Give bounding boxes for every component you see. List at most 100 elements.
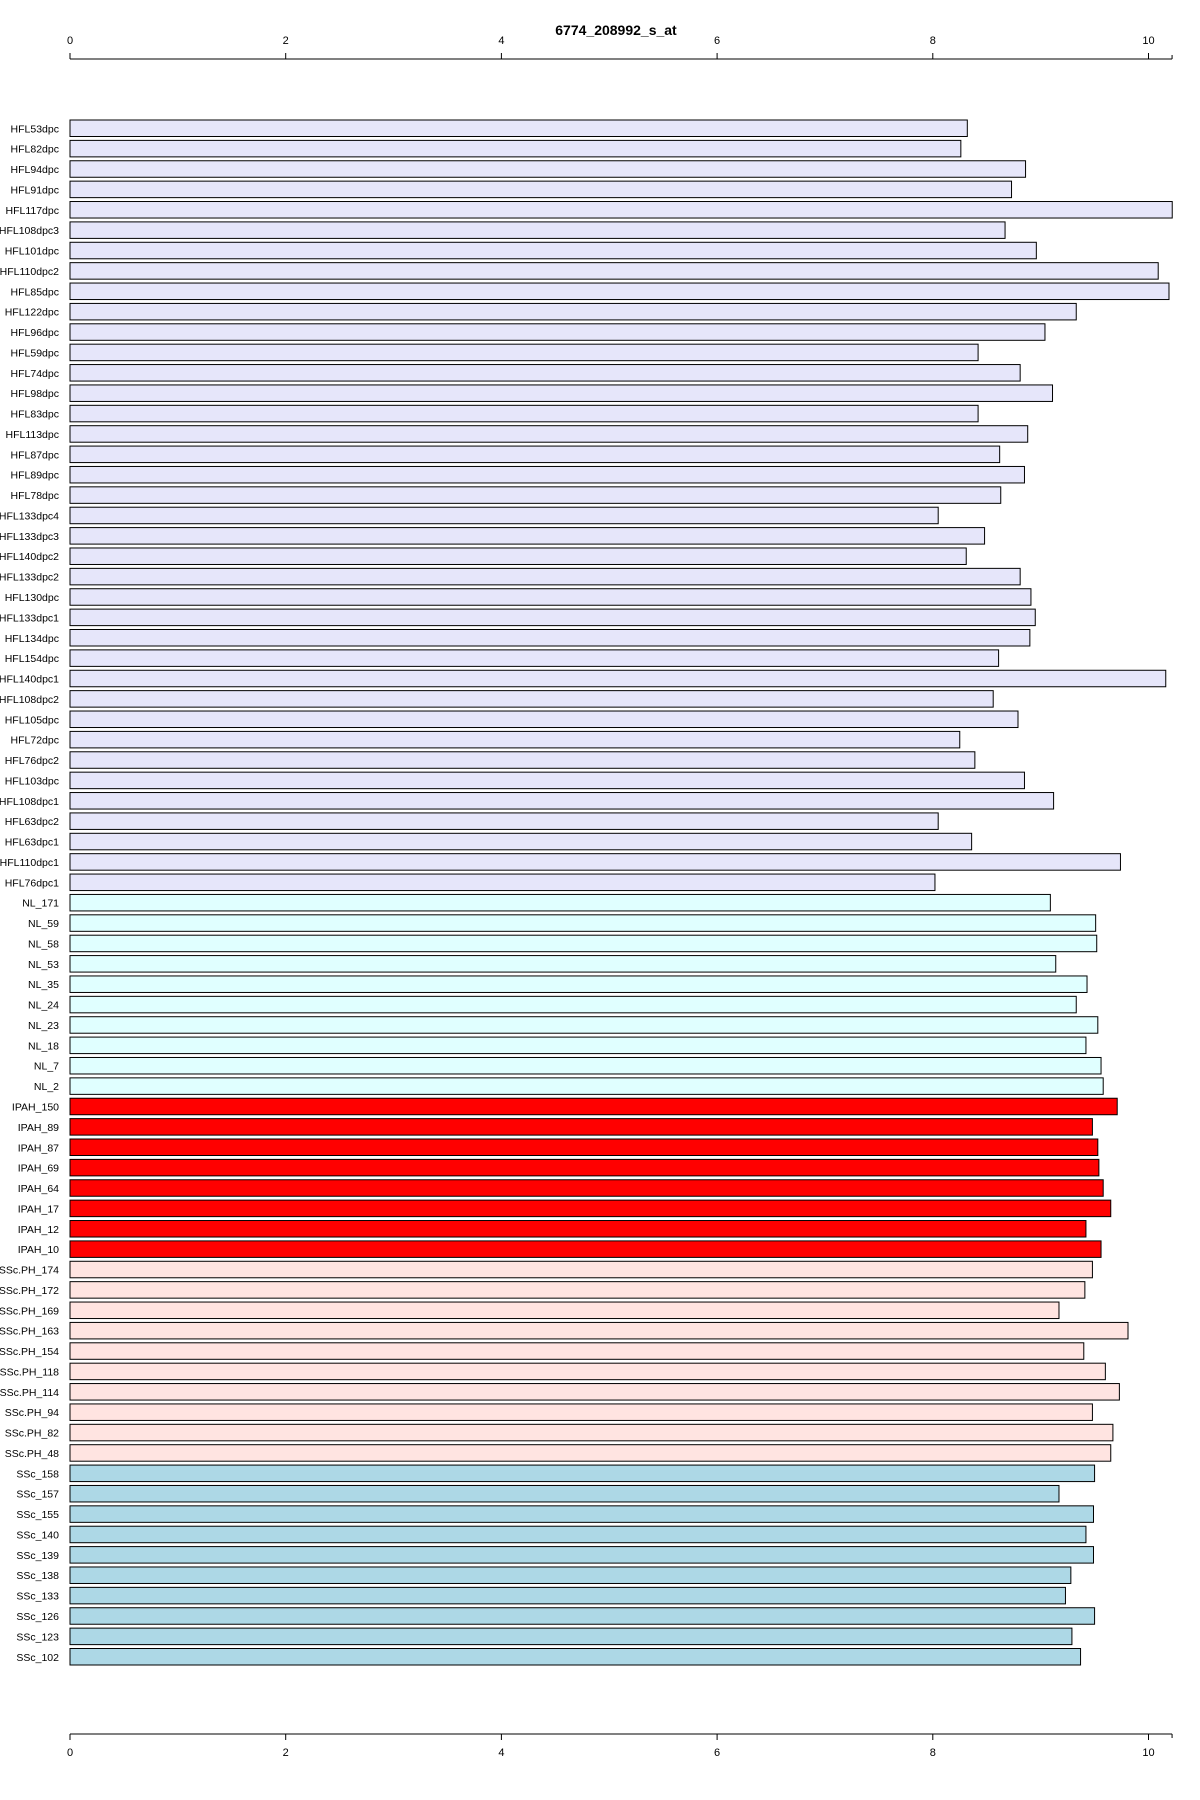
category-label: HFL85dpc xyxy=(11,286,59,298)
bottom-x-axis: 0 2 4 6 8 10 xyxy=(67,1733,1173,1759)
category-label: HFL91dpc xyxy=(11,184,59,196)
category-label: SSc.PH_163 xyxy=(0,1326,59,1338)
bar xyxy=(69,1505,1094,1523)
category-label: HFL94dpc xyxy=(11,164,59,176)
top-x-tick-label: 8 xyxy=(930,35,936,47)
category-label: SSc.PH_114 xyxy=(0,1387,59,1399)
bar xyxy=(69,771,1025,790)
bottom-x-tick-label: 2 xyxy=(283,1747,289,1759)
bar xyxy=(69,629,1031,647)
bar xyxy=(69,1016,1099,1034)
bar xyxy=(69,404,979,423)
bar xyxy=(69,649,1000,667)
bar xyxy=(69,323,1046,341)
bar xyxy=(69,119,968,137)
category-label: HFL105dpc xyxy=(5,714,59,726)
bar xyxy=(69,751,976,769)
chart-title: 6774_208992_s_at xyxy=(555,22,677,38)
bar xyxy=(69,1648,1082,1666)
bar xyxy=(69,1281,1086,1299)
category-label: NL_23 xyxy=(28,1020,59,1032)
category-label: NL_59 xyxy=(28,918,59,930)
bottom-x-tick-label: 6 xyxy=(714,1747,720,1759)
category-label: HFL154dpc xyxy=(5,653,59,665)
bar xyxy=(69,445,1001,464)
category-label: SSc.PH_154 xyxy=(0,1346,59,1358)
category-label: HFL72dpc xyxy=(11,735,59,747)
bar xyxy=(69,486,1002,504)
category-label: NL_58 xyxy=(28,938,59,950)
category-label: HFL87dpc xyxy=(11,449,59,461)
category-label: HFL108dpc3 xyxy=(0,225,59,237)
top-x-tick-label: 10 xyxy=(1142,35,1154,47)
category-label: HFL133dpc4 xyxy=(0,510,59,522)
bar xyxy=(69,710,1019,729)
bar xyxy=(69,1484,1060,1503)
category-label: HFL110dpc1 xyxy=(0,857,59,869)
category-label: IPAH_64 xyxy=(18,1183,59,1195)
bar xyxy=(69,425,1029,443)
category-label: SSc.PH_48 xyxy=(5,1448,59,1460)
bar xyxy=(69,690,994,708)
category-label: NL_53 xyxy=(28,959,59,971)
category-label: HFL101dpc xyxy=(5,246,59,258)
bar xyxy=(69,506,939,525)
bar xyxy=(69,465,1025,484)
bar xyxy=(69,873,936,892)
bar xyxy=(69,1138,1099,1156)
bar xyxy=(69,1423,1114,1442)
category-label: HFL63dpc1 xyxy=(5,837,59,849)
category-label: SSc.PH_82 xyxy=(5,1428,59,1440)
category-label: SSc_123 xyxy=(16,1631,59,1643)
bar xyxy=(69,669,1167,688)
category-label: HFL96dpc xyxy=(11,327,59,339)
bar xyxy=(69,934,1098,953)
category-label: HFL76dpc2 xyxy=(5,755,59,767)
category-label: SSc_138 xyxy=(16,1570,59,1582)
bar xyxy=(69,792,1055,810)
bar xyxy=(69,1607,1096,1625)
bar xyxy=(69,1260,1093,1279)
category-label: HFL134dpc xyxy=(5,633,59,645)
bar xyxy=(69,1036,1087,1055)
category-label: SSc_155 xyxy=(16,1509,59,1521)
bottom-x-tick-label: 4 xyxy=(498,1747,504,1759)
category-label: HFL117dpc xyxy=(5,205,59,217)
category-label: HFL103dpc xyxy=(5,775,59,787)
bottom-x-tick-label: 8 xyxy=(930,1747,936,1759)
category-label: NL_7 xyxy=(34,1061,59,1073)
bar xyxy=(69,1179,1104,1197)
bar xyxy=(69,1403,1093,1421)
bar xyxy=(69,1240,1102,1258)
bar xyxy=(69,160,1027,178)
bar xyxy=(69,1464,1096,1483)
category-label: SSc.PH_118 xyxy=(0,1366,59,1378)
category-label: HFL108dpc1 xyxy=(0,796,59,808)
top-x-tick-label: 4 xyxy=(498,35,504,47)
category-label: HFL133dpc3 xyxy=(0,531,59,543)
bar xyxy=(69,1077,1104,1095)
category-label: HFL108dpc2 xyxy=(0,694,59,706)
category-label: SSc.PH_172 xyxy=(0,1285,59,1297)
top-x-tick-label: 0 xyxy=(67,35,73,47)
bar xyxy=(69,1566,1072,1584)
bar xyxy=(69,1444,1112,1462)
category-label: HFL130dpc xyxy=(5,592,59,604)
category-label: NL_18 xyxy=(28,1040,59,1052)
bar xyxy=(69,812,939,830)
bar xyxy=(69,262,1159,280)
bar xyxy=(69,302,1077,321)
category-label: IPAH_69 xyxy=(18,1163,59,1175)
top-x-tick-label: 2 xyxy=(283,35,289,47)
category-label: IPAH_87 xyxy=(18,1142,59,1154)
bar xyxy=(69,364,1021,382)
category-label: HFL89dpc xyxy=(11,470,59,482)
category-label: HFL74dpc xyxy=(11,368,59,380)
bar xyxy=(69,1546,1094,1564)
category-label: HFL140dpc2 xyxy=(0,551,59,563)
bar xyxy=(69,1118,1093,1136)
bar xyxy=(69,241,1037,260)
category-label: IPAH_89 xyxy=(18,1122,59,1134)
